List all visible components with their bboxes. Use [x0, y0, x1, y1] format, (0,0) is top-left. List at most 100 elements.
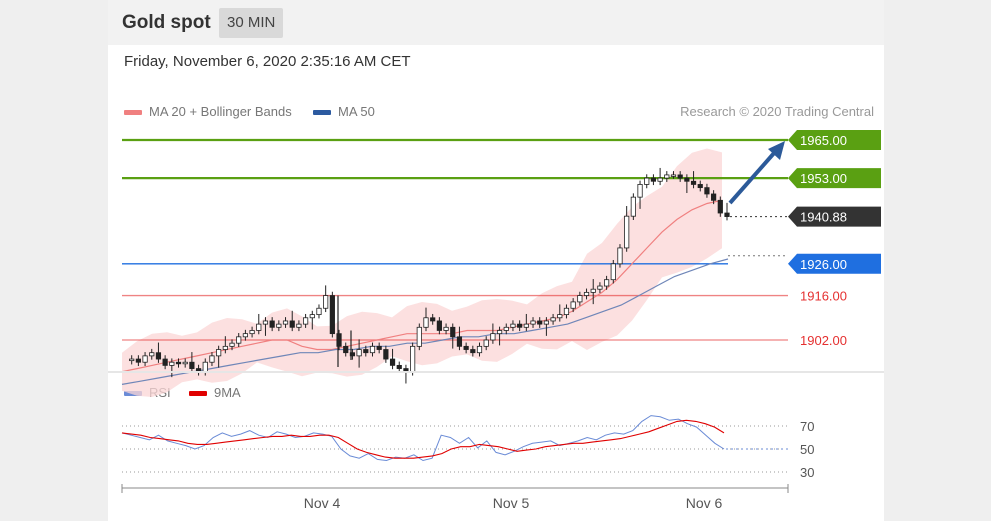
- candle-up: [262, 320, 269, 325]
- candle-up: [229, 342, 235, 347]
- candle-up: [496, 330, 503, 335]
- candle-down: [175, 361, 182, 365]
- legend-9ma: 9MA: [189, 385, 241, 400]
- ma20-label: MA 20 + Bollinger Bands: [149, 104, 292, 119]
- candle-down: [456, 336, 463, 347]
- price-tag-1940.88: 1940.88: [800, 210, 847, 225]
- candle-up: [664, 174, 670, 179]
- price-tag-1916.00: 1916.00: [800, 289, 847, 304]
- candle-up: [503, 326, 509, 331]
- candle-up: [142, 355, 148, 363]
- instrument-title: Gold spot: [122, 12, 211, 33]
- candle-up: [583, 291, 590, 296]
- candle-up: [256, 323, 262, 331]
- price-tag-1965.00: 1965.00: [800, 133, 847, 148]
- candle-up: [323, 295, 329, 309]
- price-tag-1926.00: 1926.00: [800, 257, 847, 272]
- candle-up: [202, 361, 208, 373]
- x-tick-Nov-6: Nov 6: [686, 495, 723, 511]
- candle-down: [697, 184, 703, 189]
- interval-button[interactable]: 30 MIN: [219, 8, 284, 38]
- candle-down: [363, 349, 369, 354]
- candle-up: [276, 323, 282, 328]
- candle-up: [670, 174, 677, 177]
- candle-down: [450, 326, 456, 338]
- ma50-line: [121, 258, 729, 385]
- candle-down: [336, 333, 342, 347]
- candle-down: [470, 349, 476, 354]
- legend-ma20: MA 20 + Bollinger Bands: [124, 104, 292, 119]
- candle-up: [216, 349, 222, 357]
- candle-down: [436, 320, 442, 331]
- candle-down: [343, 345, 349, 354]
- price-tag-1902.00: 1902.00: [800, 333, 847, 348]
- price-tag-1953.00: 1953.00: [800, 171, 847, 186]
- candle-up: [617, 247, 623, 265]
- rsi-tick-70: 70: [800, 419, 814, 434]
- candle-up: [236, 336, 242, 344]
- candle-up: [543, 320, 550, 325]
- candle-down: [269, 320, 275, 328]
- x-tick-Nov-5: Nov 5: [493, 495, 530, 511]
- candle-down: [155, 352, 162, 360]
- candle-up: [302, 317, 309, 325]
- bollinger-band: [122, 148, 722, 397]
- candle-down: [677, 174, 683, 179]
- rsi-tick-50: 50: [800, 442, 814, 457]
- candle-up: [563, 307, 570, 316]
- candle-up: [644, 177, 650, 185]
- candle-up: [637, 184, 643, 198]
- ma20-line: [121, 199, 723, 373]
- candle-up: [577, 295, 583, 303]
- candle-up: [209, 355, 215, 363]
- candle-up: [657, 177, 663, 182]
- candle-down: [349, 352, 356, 357]
- candle-up: [316, 307, 322, 316]
- candle-up: [610, 263, 616, 281]
- candle-up: [416, 326, 422, 347]
- candle-down: [517, 323, 523, 328]
- candle-up: [242, 333, 248, 338]
- ma50-label: MA 50: [338, 104, 375, 119]
- candle-up: [356, 349, 362, 357]
- candle-up: [410, 345, 416, 373]
- timestamp: Friday, November 6, 2020 2:35:16 AM CET: [124, 53, 411, 70]
- candle-up: [590, 288, 596, 293]
- candle-down: [396, 364, 402, 369]
- legend-ma50: MA 50: [313, 104, 375, 119]
- candle-up: [423, 317, 429, 328]
- ma9-label: 9MA: [214, 385, 241, 400]
- candle-down: [162, 358, 168, 366]
- candle-down: [329, 295, 335, 335]
- candle-up: [296, 323, 302, 328]
- candle-up: [523, 323, 529, 328]
- candle-down: [684, 177, 690, 182]
- candle-up: [282, 320, 289, 325]
- candle-up: [510, 323, 516, 328]
- candle-down: [430, 317, 436, 322]
- price-tag-bg-1965.00: [788, 130, 881, 150]
- candle-down: [717, 199, 723, 214]
- candle-up: [182, 361, 188, 365]
- x-tick-Nov-4: Nov 4: [304, 495, 341, 511]
- rsi-ma9-line: [121, 419, 725, 459]
- forecast-arrow-shaft: [728, 150, 777, 205]
- candle-down: [704, 187, 710, 195]
- ma20-swatch: [124, 110, 142, 116]
- rsi-tick-30: 30: [800, 465, 814, 480]
- price-tag-bg-1926.00: [788, 253, 881, 274]
- forecast-arrow-head: [768, 141, 785, 160]
- rsi-line: [121, 415, 725, 462]
- candle-up: [149, 352, 155, 357]
- price-tag-bg-1953.00: [788, 168, 881, 189]
- candle-up: [369, 345, 376, 354]
- candle-up: [483, 339, 489, 347]
- candle-up: [490, 333, 496, 341]
- candle-down: [389, 358, 396, 366]
- candle-down: [189, 361, 195, 369]
- candle-down: [463, 345, 469, 350]
- candle-up: [604, 279, 610, 287]
- candle-up: [169, 361, 175, 366]
- ma50-swatch: [313, 110, 331, 116]
